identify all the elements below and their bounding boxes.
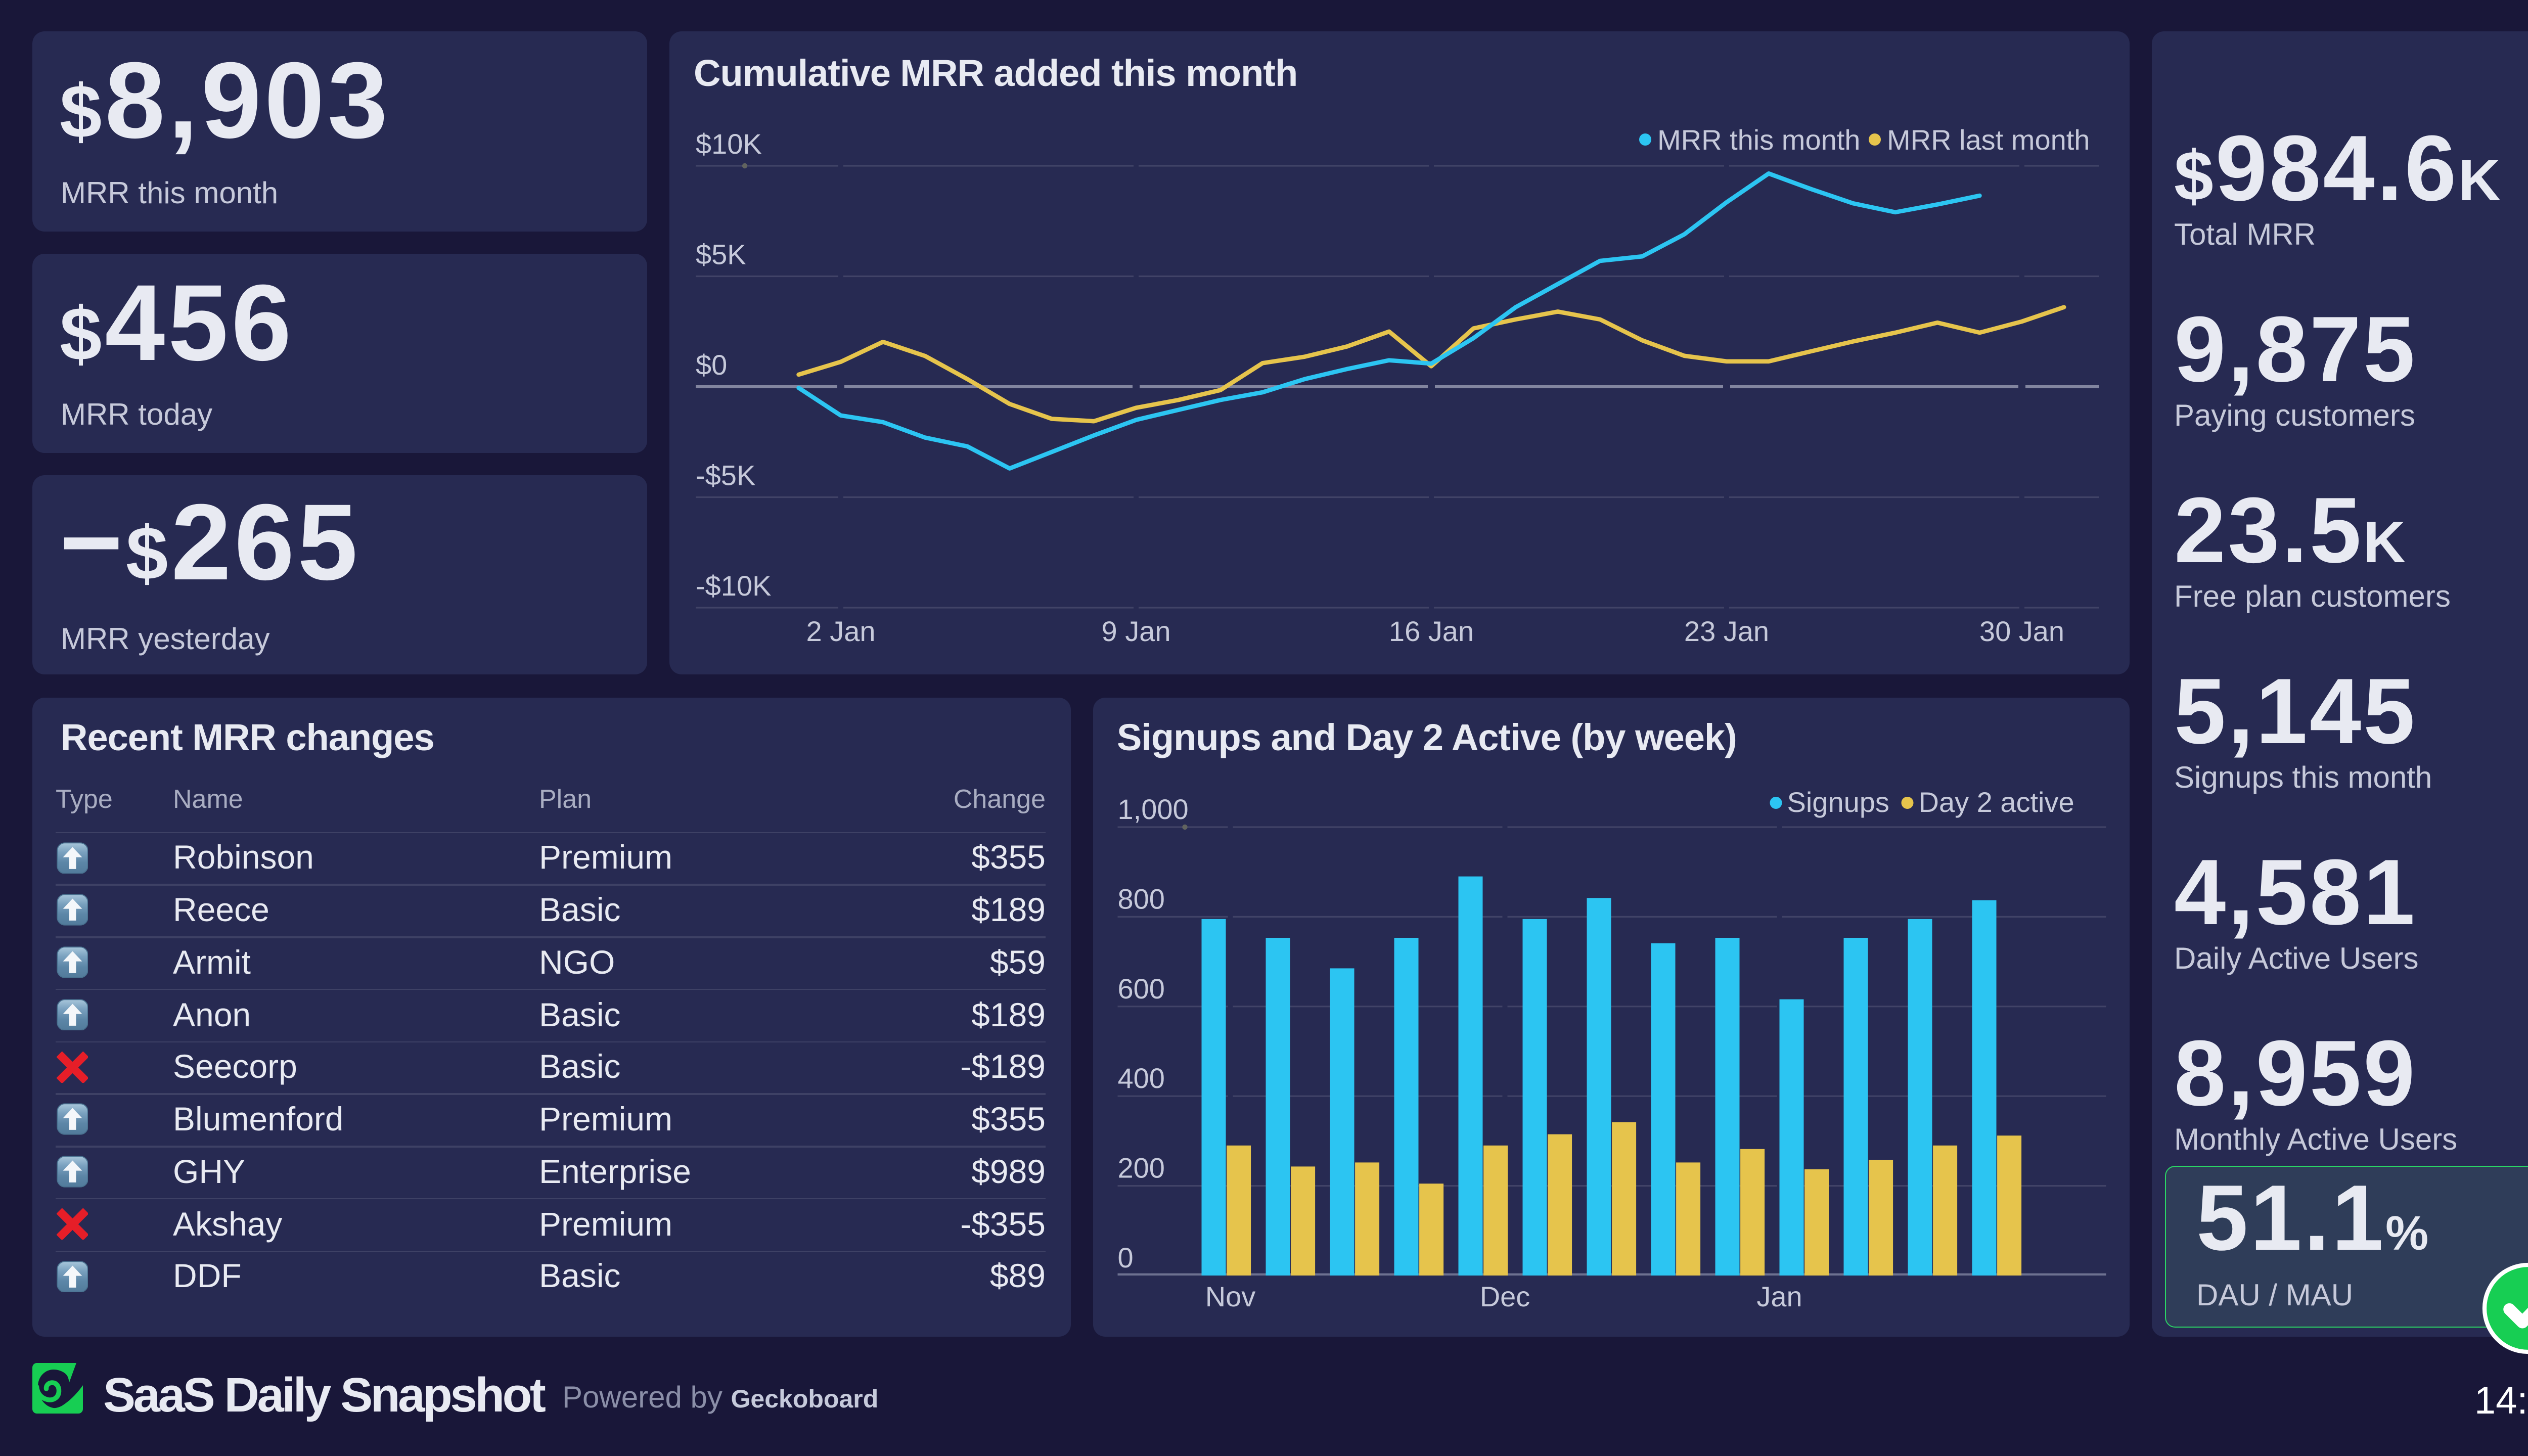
svg-text:400: 400	[1117, 1062, 1164, 1094]
svg-text:Day 2 active: Day 2 active	[1918, 786, 2074, 818]
svg-text:16 Jan: 16 Jan	[1389, 615, 1474, 647]
svg-text:MRR last month: MRR last month	[1887, 124, 2090, 156]
svg-text:800: 800	[1117, 883, 1164, 915]
svg-text:600: 600	[1117, 973, 1164, 1005]
svg-text:30 Jan: 30 Jan	[1979, 615, 2064, 647]
svg-text:200: 200	[1117, 1152, 1164, 1184]
svg-text:-$10K: -$10K	[696, 570, 771, 602]
svg-text:0: 0	[1117, 1242, 1133, 1273]
svg-text:$5K: $5K	[696, 238, 746, 270]
svg-text:1,000: 1,000	[1117, 793, 1188, 825]
svg-text:Dec: Dec	[1479, 1281, 1530, 1312]
svg-text:MRR this month: MRR this month	[1657, 124, 1860, 156]
svg-text:9 Jan: 9 Jan	[1102, 615, 1171, 647]
svg-text:$10K: $10K	[696, 128, 762, 160]
svg-text:-$5K: -$5K	[696, 460, 755, 491]
svg-text:Nov: Nov	[1205, 1281, 1255, 1312]
svg-text:2 Jan: 2 Jan	[806, 615, 876, 647]
svg-text:$0: $0	[696, 349, 727, 381]
svg-text:Jan: Jan	[1756, 1281, 1801, 1312]
svg-text:Signups: Signups	[1787, 786, 1889, 818]
svg-text:23 Jan: 23 Jan	[1684, 615, 1769, 647]
